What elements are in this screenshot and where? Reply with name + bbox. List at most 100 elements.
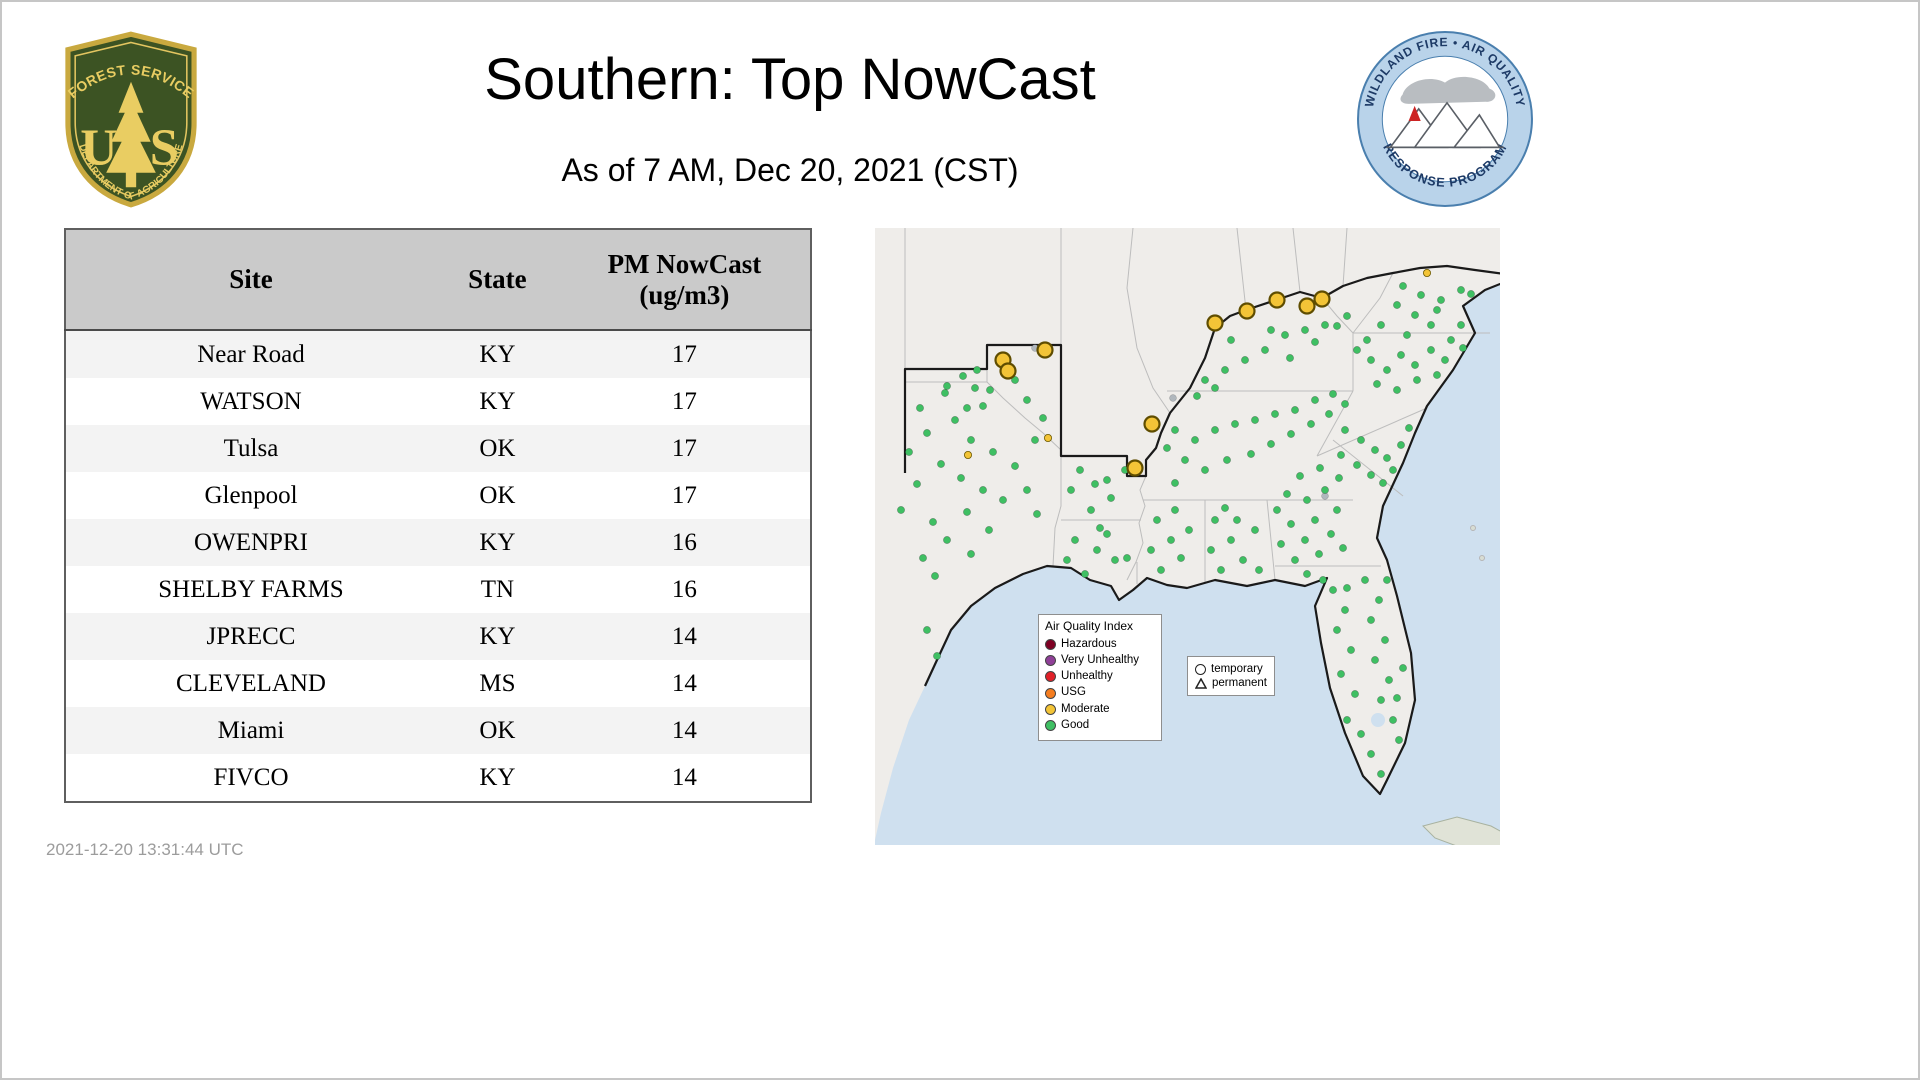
monitors-other [1031, 344, 1329, 500]
monitor-good [1447, 336, 1455, 344]
monitor-good [1307, 420, 1315, 428]
monitor-good [1171, 506, 1179, 514]
aqi-map: Air Quality Index Hazardous Very Unhealth… [875, 228, 1500, 845]
value-cell: 17 [671, 481, 697, 509]
monitor-good [923, 429, 931, 437]
airfire-logo: WILDLAND FIRE • AIR QUALITY RESPONSE PRO… [1357, 31, 1533, 207]
monitor-good [933, 652, 941, 660]
state-cell: MS [479, 669, 516, 697]
table-row: Near Road KY 17 [65, 330, 811, 378]
permanent-legend-row: permanent [1195, 677, 1267, 689]
aqi-legend-item: Unhealthy [1045, 670, 1155, 683]
monitor-good [1427, 321, 1435, 329]
temporary-legend-row: temporary [1195, 663, 1267, 675]
monitor-good [1393, 386, 1401, 394]
monitors-moderate-large [994, 290, 1331, 477]
monitor-good [1185, 526, 1193, 534]
table-row: Miami OK 14 [65, 707, 811, 754]
aqi-legend-items: Hazardous Very Unhealthy Unhealthy USG Moder… [1045, 638, 1155, 732]
site-cell: OWENPRI [194, 528, 308, 556]
aqi-legend-label: USG [1061, 686, 1086, 699]
monitor-good [1103, 530, 1111, 538]
monitor-good [1201, 466, 1209, 474]
monitor-good [1277, 540, 1285, 548]
site-cell: Near Road [197, 340, 305, 368]
monitor-good [1437, 296, 1445, 304]
value-cell: 14 [671, 763, 697, 791]
monitor-good [1291, 406, 1299, 414]
monitor-good [1397, 351, 1405, 359]
monitor-good [1111, 556, 1119, 564]
monitor-good [1467, 290, 1475, 298]
monitor-good [1251, 526, 1259, 534]
monitor-good [1343, 312, 1351, 320]
monitor-good [1311, 516, 1319, 524]
monitor-good [1383, 454, 1391, 462]
monitor-good [1093, 546, 1101, 554]
monitor-good [1335, 474, 1343, 482]
smoke-cloud-icon [1400, 76, 1496, 104]
monitor-good [1321, 486, 1329, 494]
marker-legend: temporary permanent [1187, 656, 1275, 696]
monitor-good [1383, 366, 1391, 374]
nowcast-table: Site State PM NowCast (ug/m3) Near Road KY 1… [64, 228, 812, 803]
monitor-good [1287, 520, 1295, 528]
column-header: PM NowCast (ug/m3) [607, 249, 762, 310]
monitor-good [1153, 516, 1161, 524]
monitor-good [1171, 479, 1179, 487]
monitor-good [1207, 546, 1215, 554]
monitor-good [1319, 576, 1327, 584]
temporary-marker-icon [1195, 663, 1206, 675]
site-cell: CLEVELAND [176, 669, 326, 697]
monitor-good [1361, 576, 1369, 584]
monitor-good [1457, 321, 1465, 329]
monitor-good [1087, 506, 1095, 514]
monitor-good [1433, 306, 1441, 314]
monitor-good [1411, 311, 1419, 319]
state-cell: KY [479, 340, 516, 368]
header: Southern: Top NowCast As of 7 AM, Dec 20… [220, 48, 1360, 189]
monitor-good [1233, 516, 1241, 524]
aqi-legend-item: Moderate [1045, 703, 1155, 716]
state-borders [904, 228, 1490, 584]
monitor-good [1076, 466, 1084, 474]
monitor-good [1291, 556, 1299, 564]
monitor-good [1327, 530, 1335, 538]
monitor-good [1389, 716, 1397, 724]
column-header: State [468, 264, 527, 295]
monitor-good [1375, 596, 1383, 604]
monitor-good [1399, 664, 1407, 672]
monitor-good [1383, 576, 1391, 584]
monitor-good [1371, 446, 1379, 454]
aqi-legend-label: Unhealthy [1061, 670, 1113, 683]
value-cell: 14 [671, 622, 697, 650]
state-cell: TN [480, 575, 515, 603]
monitor-moderate-temporary [1126, 459, 1144, 477]
aqi-swatch-icon [1045, 720, 1056, 731]
value-cell: 16 [671, 528, 697, 556]
aqi-legend-title: Air Quality Index [1045, 619, 1134, 633]
monitor-good [1096, 524, 1104, 532]
monitor-moderate-temporary [1313, 290, 1331, 308]
monitor-good [1123, 554, 1131, 562]
aqi-legend-label: Very Unhealthy [1061, 654, 1139, 667]
monitor-good [951, 416, 959, 424]
monitor-good [1023, 486, 1031, 494]
monitor-good [1329, 390, 1337, 398]
monitors-good [897, 282, 1475, 778]
table-row: CLEVELAND MS 14 [65, 660, 811, 707]
monitor-good [1347, 646, 1355, 654]
nowcast-table-grid: Site State PM NowCast (ug/m3) Near Road KY 1… [64, 228, 812, 803]
monitor-good [1405, 424, 1413, 432]
monitor-good [985, 526, 993, 534]
monitor-good [1063, 556, 1071, 564]
monitor-good [1031, 436, 1039, 444]
monitor-good [959, 372, 967, 380]
monitor-good [1281, 331, 1289, 339]
monitor-good [973, 366, 981, 374]
value-cell: 14 [671, 669, 697, 697]
monitor-good [1367, 356, 1375, 364]
value-cell: 17 [671, 340, 697, 368]
monitor-good [1181, 456, 1189, 464]
state-cell: KY [479, 622, 516, 650]
